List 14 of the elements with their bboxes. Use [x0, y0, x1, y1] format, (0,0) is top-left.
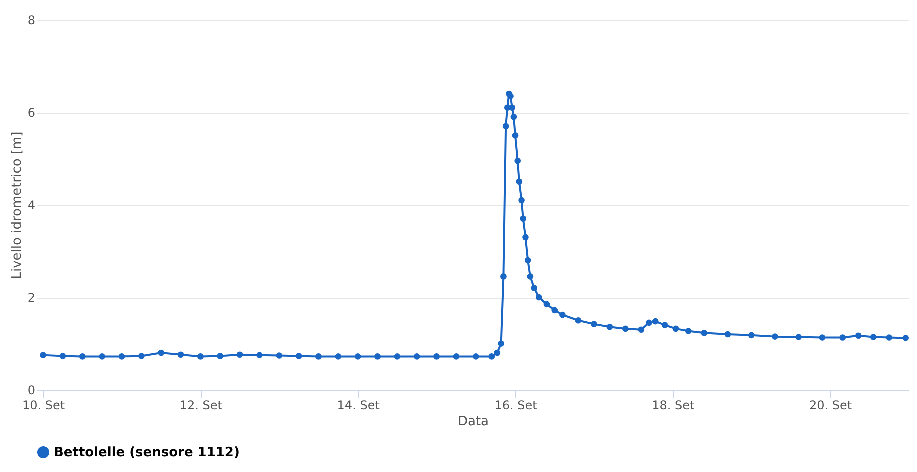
x-tick-label: 20. Set — [809, 398, 852, 412]
legend-label: Bettolelle (sensore 1112) — [54, 446, 240, 460]
x-tick-label: 18. Set — [652, 398, 695, 412]
y-tick-label: 0 — [28, 384, 36, 398]
y-tick-label: 6 — [28, 106, 36, 120]
x-tick-label: 16. Set — [494, 398, 538, 412]
x-axis-title: Data — [458, 414, 490, 430]
x-tick-label: 12. Set — [180, 398, 223, 412]
y-axis-title: Livello idrometrico [m] — [10, 132, 25, 280]
x-tick-label: 10. Set — [22, 398, 66, 412]
y-tick-label: 2 — [28, 291, 36, 305]
x-tick-label: 14. Set — [337, 398, 380, 412]
y-tick-label: 8 — [28, 14, 36, 28]
y-tick-label: 4 — [28, 198, 36, 212]
